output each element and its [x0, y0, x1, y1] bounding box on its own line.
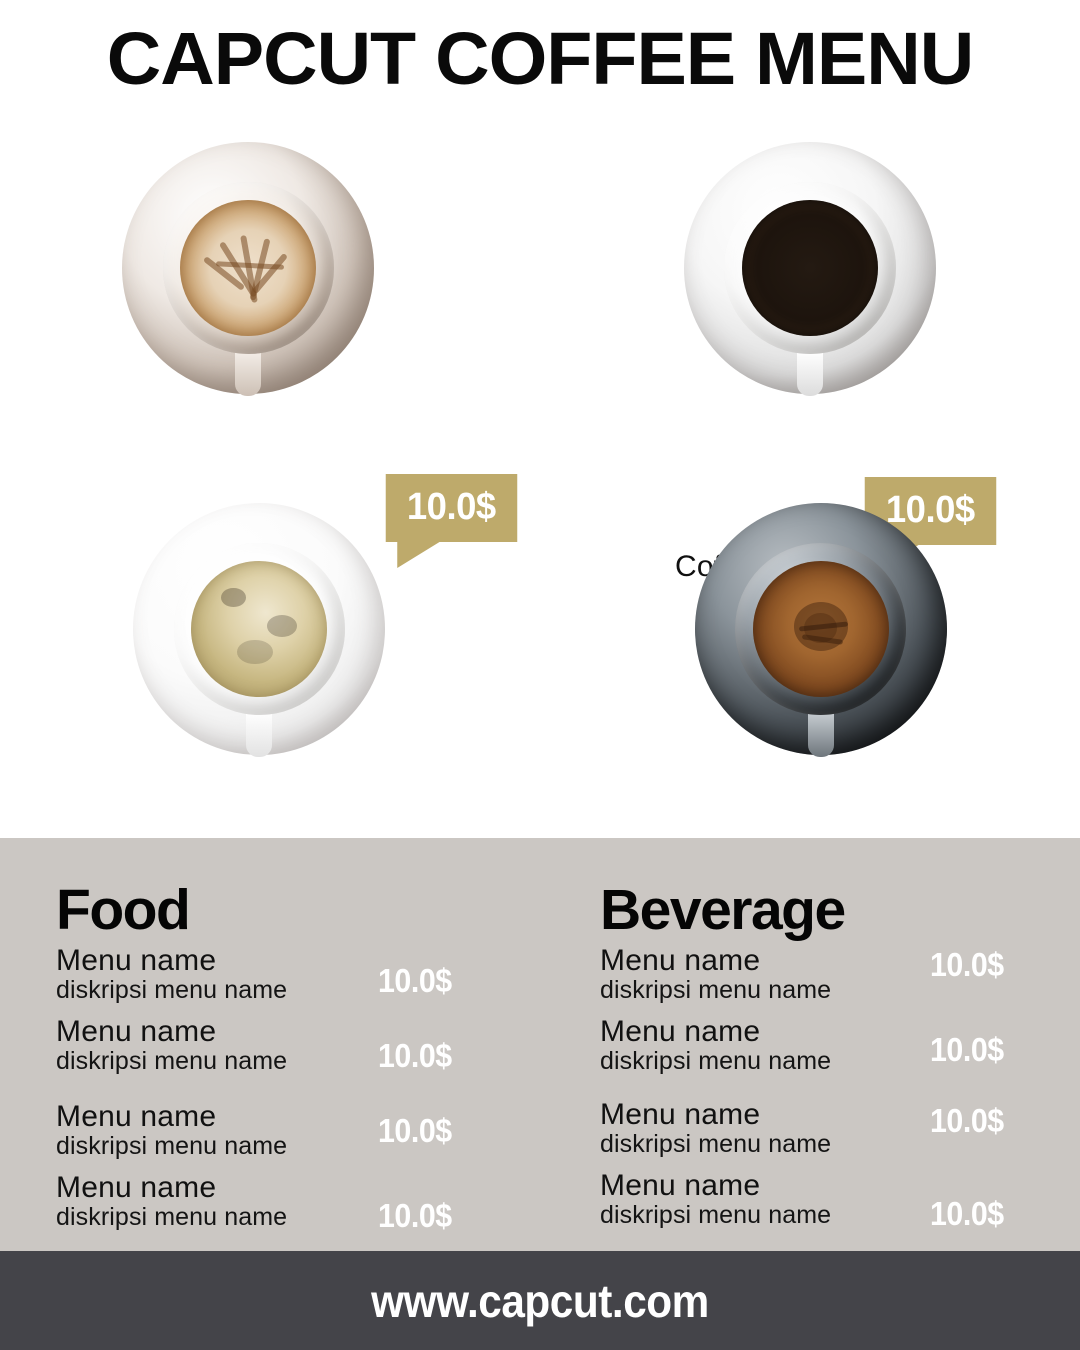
footer-bar: www.capcut.com	[0, 1251, 1080, 1350]
menu-item-description: diskripsi menu name	[56, 976, 288, 1004]
food-heading: Food	[56, 878, 191, 942]
list-item[interactable]: Menu name diskripsi menu name 10.0$	[56, 1100, 556, 1171]
menu-item-name: Menu name	[600, 1098, 761, 1131]
list-item[interactable]: Menu name diskripsi menu name 10.0$	[56, 944, 556, 1015]
coffee-liquid-shape	[741, 199, 879, 337]
menu-item-name: Menu name	[600, 1015, 761, 1048]
price-badge-latte: 10.0$	[385, 474, 517, 568]
coffee-cup-tubruk-icon	[684, 142, 936, 396]
menu-item-price: 10.0$	[930, 1031, 1004, 1068]
menu-item-price: 10.0$	[930, 946, 1004, 983]
menu-item-price: 10.0$	[378, 1197, 452, 1234]
list-item[interactable]: Menu name diskripsi menu name 10.0$	[600, 1098, 1080, 1169]
website-url[interactable]: www.capcut.com	[371, 1274, 709, 1327]
food-item-list: Menu name diskripsi menu name 10.0$ Menu…	[56, 944, 556, 1242]
menu-list-band: Food Menu name diskripsi menu name 10.0$…	[0, 838, 1080, 1251]
menu-item-description: diskripsi menu name	[56, 1203, 288, 1231]
beverage-item-list: Menu name diskripsi menu name 10.0$ Menu…	[600, 944, 1080, 1240]
menu-item-price: 10.0$	[930, 1102, 1004, 1139]
coffee-image-coklat	[540, 485, 1080, 785]
menu-item-price: 10.0$	[378, 962, 452, 999]
coffee-grid: 10.0$ Coffee latte 10.0$ Coffee tubruk	[0, 130, 1080, 1299]
menu-item-name: Menu name	[56, 1100, 217, 1133]
menu-item-price: 10.0$	[930, 1195, 1004, 1232]
beverage-column: Beverage Menu name diskripsi menu name 1…	[600, 838, 1080, 1251]
beverage-heading: Beverage	[600, 878, 846, 942]
food-column: Food Menu name diskripsi menu name 10.0$…	[56, 838, 556, 1251]
menu-item-name: Menu name	[56, 1015, 217, 1048]
coffee-cup-coklat-icon	[694, 503, 947, 757]
menu-item-description: diskripsi menu name	[56, 1132, 288, 1160]
menu-item-description: diskripsi menu name	[600, 1130, 832, 1158]
crema-speckles-shape	[191, 561, 327, 697]
menu-item-price: 10.0$	[378, 1037, 452, 1074]
coffee-image-tubruk	[540, 130, 1080, 430]
coffee-image-machiato	[0, 485, 540, 785]
list-item[interactable]: Menu name diskripsi menu name 10.0$	[600, 1169, 1080, 1240]
coffee-card-tubruk[interactable]: 10.0$ Coffee tubruk	[540, 130, 1080, 583]
menu-item-name: Menu name	[56, 944, 217, 977]
menu-item-description: diskripsi menu name	[600, 976, 832, 1004]
coffee-cup-latte-icon	[122, 142, 375, 396]
list-item[interactable]: Menu name diskripsi menu name 10.0$	[600, 944, 1080, 1015]
cocoa-dusting-art-shape	[753, 561, 889, 697]
menu-item-name: Menu name	[600, 1169, 761, 1202]
coffee-card-machiato[interactable]: 10.0$ Coffee machiato	[0, 485, 540, 1299]
coffee-liquid-shape	[752, 560, 889, 698]
cup-handle-shape	[246, 713, 273, 757]
menu-item-description: diskripsi menu name	[600, 1201, 832, 1229]
coffee-cup-machiato-icon	[133, 503, 386, 757]
page-title: CAPCUT COFFEE MENU	[106, 17, 974, 100]
menu-item-name: Menu name	[56, 1171, 217, 1204]
cup-handle-shape	[807, 713, 834, 757]
coffee-card-coklat[interactable]: 10.0$ Coffee coklat	[540, 485, 1080, 1299]
list-item[interactable]: Menu name diskripsi menu name 10.0$	[600, 1015, 1080, 1086]
cup-handle-shape	[235, 352, 262, 396]
coffee-liquid-shape	[180, 199, 317, 337]
list-item[interactable]: Menu name diskripsi menu name 10.0$	[56, 1171, 556, 1242]
coffee-image-latte	[0, 130, 540, 430]
menu-item-name: Menu name	[600, 944, 761, 977]
list-item[interactable]: Menu name diskripsi menu name 10.0$	[56, 1015, 556, 1086]
menu-item-description: diskripsi menu name	[56, 1047, 288, 1075]
coffee-card-latte[interactable]: 10.0$ Coffee latte	[0, 130, 540, 583]
menu-item-description: diskripsi menu name	[600, 1047, 832, 1075]
latte-art-shape	[180, 200, 316, 336]
coffee-liquid-shape	[191, 560, 328, 698]
cup-handle-shape	[797, 352, 823, 396]
menu-item-price: 10.0$	[378, 1112, 452, 1149]
